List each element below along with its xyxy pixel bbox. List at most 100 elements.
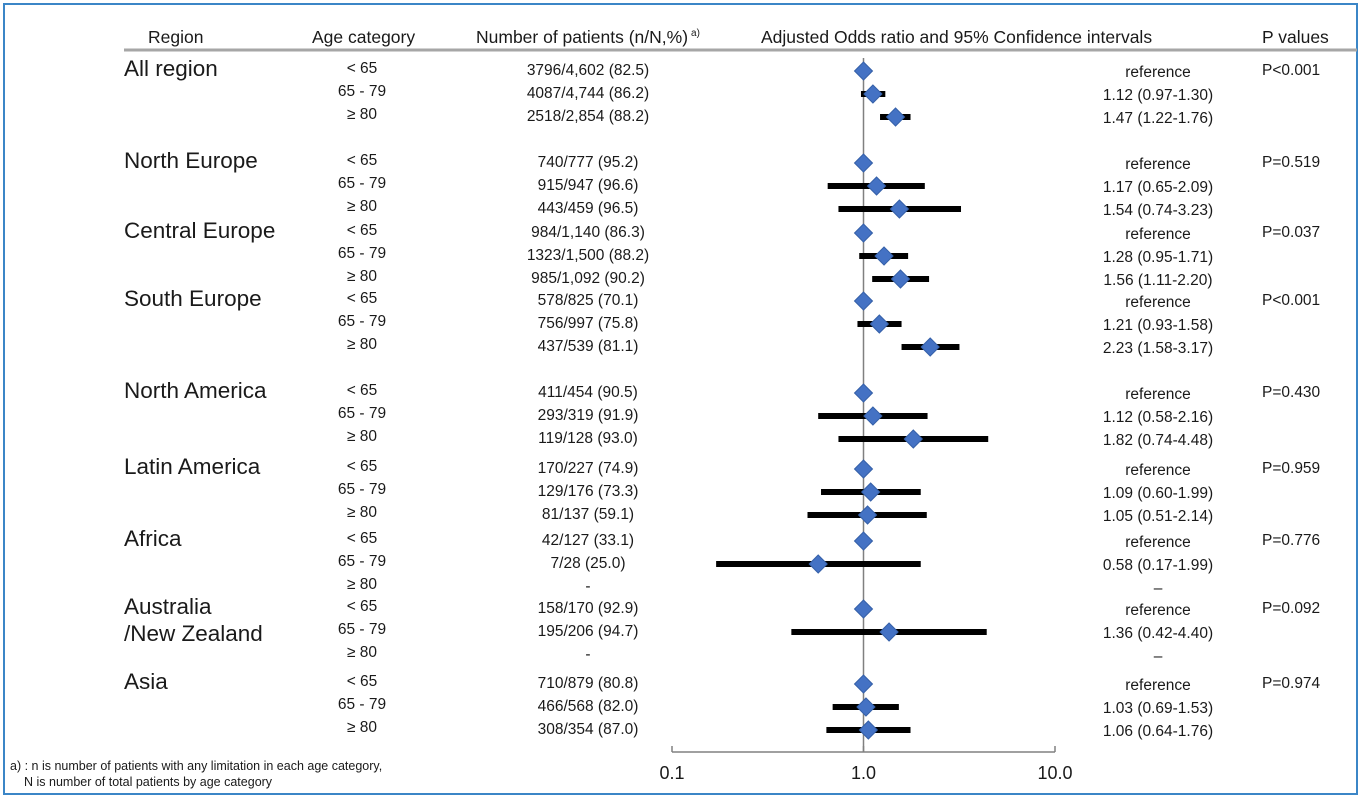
odds-ratio-text: 2.23 (1.58-3.17) xyxy=(1102,340,1214,357)
or-marker-north-america-1 xyxy=(863,406,883,426)
patient-count: 740/777 (95.2) xyxy=(537,154,639,171)
header-footnote-mark: a) xyxy=(691,28,700,39)
header-number-of-patients: Number of patients (n/N,%) a) xyxy=(476,27,700,48)
odds-ratio-text: reference xyxy=(1125,64,1191,81)
forest-marks xyxy=(716,61,989,740)
patient-count: 129/176 (73.3) xyxy=(537,483,639,500)
patient-count: 1323/1,500 (88.2) xyxy=(526,247,650,264)
odds-ratio-text: 1.36 (0.42-4.40) xyxy=(1102,625,1214,642)
region-label: Australia xyxy=(124,594,212,619)
region-label: Asia xyxy=(124,669,168,694)
patient-count: 7/28 (25.0) xyxy=(550,555,626,572)
age-category-label: < 65 xyxy=(346,60,378,77)
age-category-label: ≥ 80 xyxy=(346,428,378,445)
odds-ratio-text: 1.82 (0.74-4.48) xyxy=(1102,432,1214,449)
x-tick-label: 1.0 xyxy=(850,763,877,783)
odds-ratio-text: reference xyxy=(1125,156,1191,173)
odds-ratio-text: 1.47 (1.22-1.76) xyxy=(1102,110,1214,127)
or-marker-asia-2 xyxy=(858,720,879,740)
age-category-label: 65 - 79 xyxy=(337,313,387,330)
age-category-label: 65 - 79 xyxy=(337,481,387,498)
x-axis-ticks xyxy=(671,746,1056,752)
age-category-label: < 65 xyxy=(346,530,378,547)
age-category-label: 65 - 79 xyxy=(337,405,387,422)
or-marker-asia-0 xyxy=(853,674,874,694)
age-category-label: 65 - 79 xyxy=(337,245,387,262)
header-region: Region xyxy=(148,27,204,47)
or-marker-all-region-2 xyxy=(885,107,906,127)
patient-count: 411/454 (90.5) xyxy=(538,384,638,401)
header-number-of-patients-label: Number of patients (n/N,%) xyxy=(476,27,689,47)
or-marker-north-europe-1 xyxy=(866,176,887,196)
age-category-label: ≥ 80 xyxy=(346,504,378,521)
region-label: Central Europe xyxy=(124,218,276,243)
or-marker-australia-new-zealand-0 xyxy=(853,599,874,619)
patient-count: 443/459 (96.5) xyxy=(537,200,639,217)
odds-ratio-text: reference xyxy=(1125,294,1191,311)
age-category-label: < 65 xyxy=(346,290,378,307)
region-label: South Europe xyxy=(124,286,262,311)
or-marker-south-europe-0 xyxy=(853,291,874,311)
or-marker-north-america-2 xyxy=(903,429,924,449)
or-marker-central-europe-0 xyxy=(853,223,874,243)
age-category-label: ≥ 80 xyxy=(346,719,378,736)
or-marker-africa-1 xyxy=(808,554,828,574)
patient-count: 985/1,092 (90.2) xyxy=(531,270,645,287)
odds-ratio-text: 1.28 (0.95-1.71) xyxy=(1102,249,1214,266)
figure-frame xyxy=(3,3,1358,795)
region-label: Africa xyxy=(124,526,182,551)
footnote-line-1: a) : n is number of patients with any li… xyxy=(10,759,383,773)
or-marker-all-region-1 xyxy=(863,84,883,104)
age-category-label: < 65 xyxy=(346,222,378,239)
patient-count: 158/170 (92.9) xyxy=(537,600,639,617)
or-marker-north-europe-0 xyxy=(853,153,874,173)
footnote-line-2: N is number of total patients by age cat… xyxy=(24,775,273,789)
age-category-label: 65 - 79 xyxy=(337,83,387,100)
odds-ratio-text: reference xyxy=(1125,602,1191,619)
patient-count: 42/127 (33.1) xyxy=(541,532,635,549)
or-marker-north-europe-2 xyxy=(889,199,910,219)
age-category-label: ≥ 80 xyxy=(346,336,378,353)
p-value: P=0.430 xyxy=(1262,384,1321,401)
odds-ratio-text: 1.56 (1.11-2.20) xyxy=(1103,272,1213,289)
odds-ratio-text: 1.21 (0.93-1.58) xyxy=(1102,317,1214,334)
patient-count: 4087/4,744 (86.2) xyxy=(526,85,650,102)
odds-ratio-text: reference xyxy=(1125,534,1191,551)
odds-ratio-text: 1.09 (0.60-1.99) xyxy=(1102,485,1214,502)
patient-count: 195/206 (94.7) xyxy=(537,623,639,640)
odds-ratio-text: 1.54 (0.74-3.23) xyxy=(1102,202,1214,219)
patient-count: 293/319 (91.9) xyxy=(537,407,639,424)
region-label: All region xyxy=(124,56,218,81)
patient-count: 308/354 (87.0) xyxy=(537,721,639,738)
or-marker-latin-america-0 xyxy=(853,459,874,479)
age-category-label: < 65 xyxy=(346,382,378,399)
x-tick-label: 10.0 xyxy=(1037,763,1073,783)
age-category-label: 65 - 79 xyxy=(337,175,387,192)
age-category-label: < 65 xyxy=(346,598,378,615)
odds-ratio-text: 1.03 (0.69-1.53) xyxy=(1102,700,1214,717)
patient-count: - xyxy=(585,646,591,663)
patient-count: 81/137 (59.1) xyxy=(541,506,635,523)
p-value: P=0.959 xyxy=(1262,460,1321,477)
patient-count: 466/568 (82.0) xyxy=(537,698,639,715)
patient-count: 170/227 (74.9) xyxy=(537,460,639,477)
patient-count: 915/947 (96.6) xyxy=(537,177,639,194)
or-marker-central-europe-2 xyxy=(890,269,911,289)
or-marker-latin-america-2 xyxy=(857,505,878,525)
p-value: P=0.037 xyxy=(1262,224,1321,241)
region-label: /New Zealand xyxy=(124,621,263,646)
p-value: P<0.001 xyxy=(1262,292,1321,309)
p-value: P=0.776 xyxy=(1262,532,1321,549)
odds-ratio-text: – xyxy=(1153,580,1163,597)
or-marker-australia-new-zealand-1 xyxy=(879,622,899,642)
odds-ratio-text: reference xyxy=(1125,226,1191,243)
or-marker-all-region-0 xyxy=(853,61,874,81)
x-tick-label: 0.1 xyxy=(659,763,685,783)
odds-ratio-text: 1.06 (0.64-1.76) xyxy=(1102,723,1214,740)
or-marker-latin-america-1 xyxy=(860,482,881,502)
patient-count: 437/539 (81.1) xyxy=(537,338,639,355)
odds-ratio-text: 1.17 (0.65-2.09) xyxy=(1102,179,1214,196)
age-category-label: < 65 xyxy=(346,152,378,169)
or-marker-africa-0 xyxy=(853,531,874,551)
header-age-category: Age category xyxy=(312,27,416,47)
